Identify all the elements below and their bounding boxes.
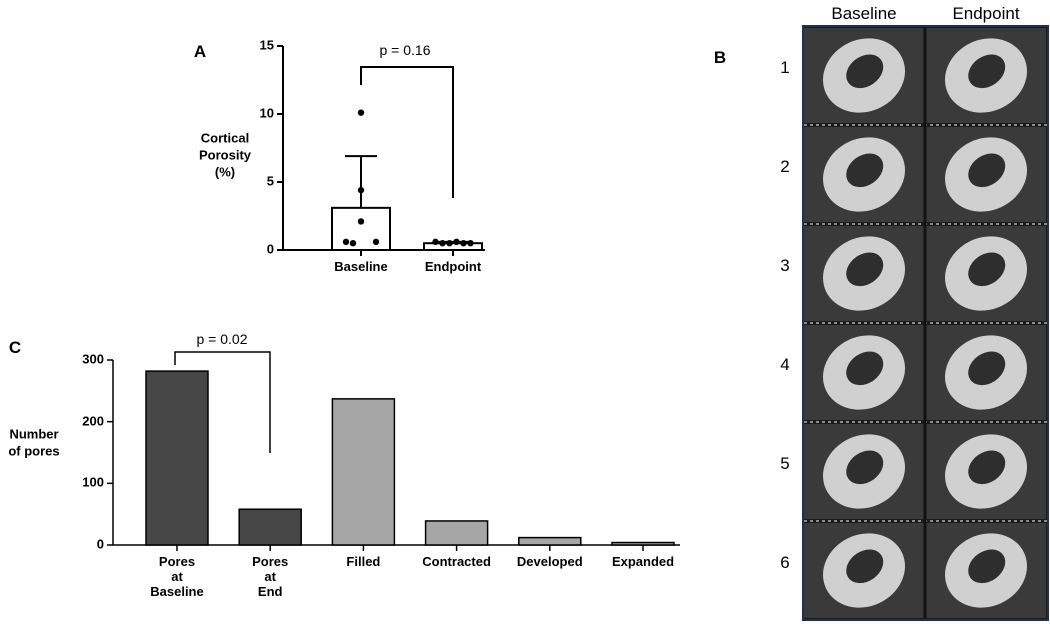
y-tick-label: 15 bbox=[259, 37, 274, 53]
panel-label: A bbox=[193, 42, 207, 62]
marrow-cavity bbox=[968, 54, 1006, 89]
marrow-cavity bbox=[968, 351, 1006, 386]
data-point bbox=[342, 238, 350, 246]
row-label: 6 bbox=[780, 552, 790, 572]
y-tick-label: 0 bbox=[96, 536, 104, 552]
y-axis-label: Cortical bbox=[200, 130, 250, 146]
y-tick-label: 300 bbox=[82, 351, 104, 367]
bar bbox=[238, 508, 302, 546]
bar bbox=[518, 536, 582, 546]
significance-bracket bbox=[174, 351, 271, 453]
marrow-cavity bbox=[968, 252, 1006, 287]
marrow-cavity bbox=[846, 351, 884, 386]
marrow-cavity bbox=[846, 450, 884, 485]
data-point bbox=[432, 238, 439, 246]
p-value: p = 0.02 bbox=[196, 330, 248, 347]
x-tick-label: Developed bbox=[516, 554, 583, 569]
y-tick-label: 10 bbox=[259, 105, 274, 121]
column-label: Baseline bbox=[831, 4, 897, 24]
data-point bbox=[357, 218, 365, 225]
marrow-cavity bbox=[846, 252, 884, 287]
bar bbox=[331, 206, 391, 251]
data-point bbox=[446, 240, 453, 247]
x-tick-label: Filled bbox=[346, 554, 381, 569]
y-tick-label: 100 bbox=[82, 474, 104, 490]
marrow-cavity bbox=[846, 153, 884, 188]
marrow-cavity bbox=[968, 549, 1006, 584]
column-label: Endpoint bbox=[952, 4, 1020, 24]
marrow-cavity bbox=[846, 54, 884, 89]
bar bbox=[331, 398, 396, 546]
bar bbox=[145, 370, 209, 546]
bar bbox=[424, 520, 489, 546]
data-point bbox=[349, 240, 357, 247]
data-point bbox=[467, 240, 474, 247]
x-tick-label: Pores at End bbox=[252, 554, 289, 599]
row-label: 5 bbox=[780, 453, 790, 473]
y-tick-label: 5 bbox=[266, 173, 274, 189]
bar bbox=[611, 541, 675, 546]
data-point bbox=[453, 238, 460, 246]
y-tick-label: 0 bbox=[266, 241, 274, 257]
row-label: 3 bbox=[780, 255, 790, 275]
y-axis-label: Porosity bbox=[198, 147, 252, 163]
y-axis-label: Number bbox=[9, 426, 59, 442]
y-tick-label: 200 bbox=[82, 413, 104, 429]
x-tick-label: Baseline bbox=[334, 259, 388, 274]
p-value: p = 0.16 bbox=[379, 41, 431, 58]
data-point bbox=[460, 240, 467, 247]
data-point bbox=[357, 186, 365, 194]
row-label: 1 bbox=[780, 57, 790, 77]
y-axis-label: of pores bbox=[8, 443, 60, 459]
significance-bracket bbox=[360, 66, 454, 198]
data-point bbox=[357, 109, 365, 116]
marrow-cavity bbox=[968, 450, 1006, 485]
x-tick-label: Expanded bbox=[611, 554, 675, 569]
data-point bbox=[439, 240, 446, 247]
row-label: 2 bbox=[780, 156, 790, 176]
y-axis-label: (%) bbox=[214, 164, 236, 180]
data-point bbox=[372, 238, 380, 246]
ct-scan-grid bbox=[802, 25, 1049, 621]
marrow-cavity bbox=[968, 153, 1006, 188]
panel-label: B bbox=[713, 48, 727, 68]
x-tick-label: Endpoint bbox=[424, 259, 482, 274]
row-label: 4 bbox=[780, 354, 790, 374]
x-tick-label: Contracted bbox=[422, 554, 491, 569]
marrow-cavity bbox=[846, 549, 884, 584]
panel-label: C bbox=[8, 338, 22, 358]
x-tick-label: Pores at Baseline bbox=[150, 554, 204, 599]
